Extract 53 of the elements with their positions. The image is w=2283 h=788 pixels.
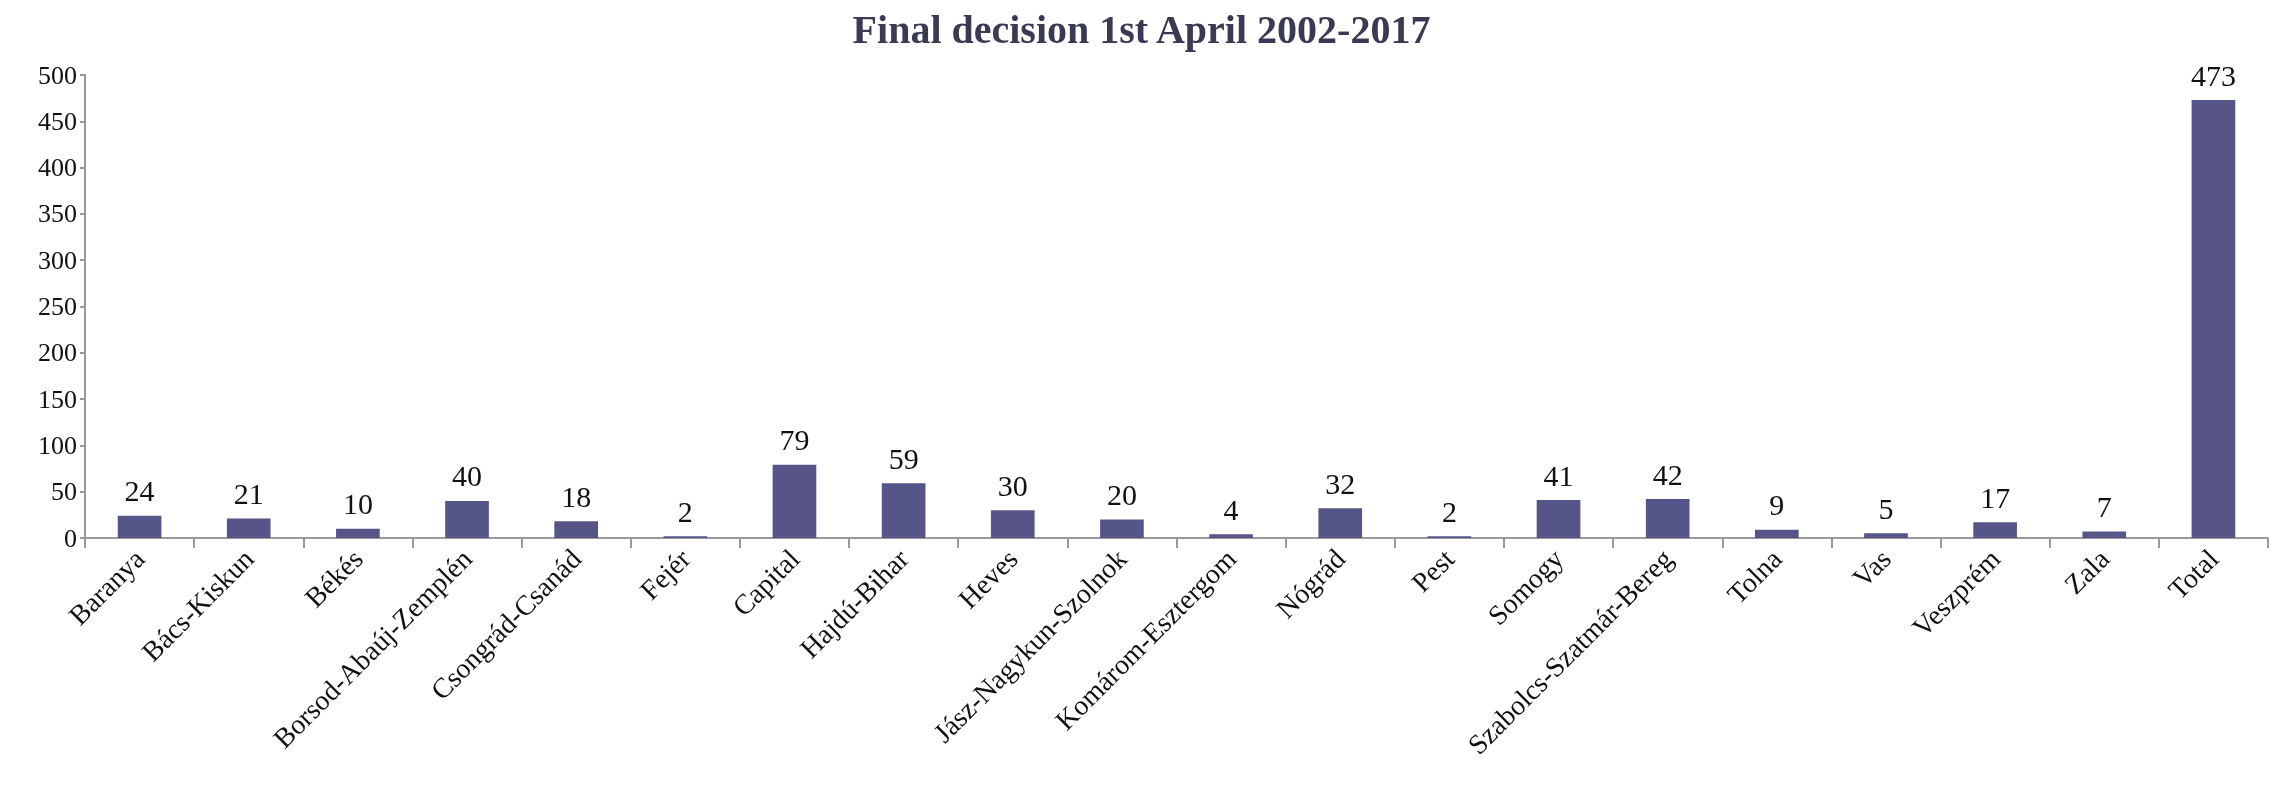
x-tick-label: Pest	[1405, 542, 1461, 598]
y-tick-label: 250	[38, 292, 77, 321]
data-label: 2	[677, 494, 693, 528]
data-label: 2	[1441, 494, 1457, 528]
y-tick-label: 0	[64, 523, 77, 553]
data-label: 9	[1769, 488, 1785, 522]
y-tick-label: 350	[38, 199, 77, 229]
data-label: 30	[997, 468, 1028, 502]
data-label: 42	[1652, 457, 1683, 491]
bar	[990, 510, 1035, 538]
bar	[881, 483, 926, 538]
data-label: 21	[233, 477, 264, 511]
data-label: 18	[561, 479, 592, 513]
y-tick-label: 100	[38, 430, 77, 460]
bar	[336, 528, 380, 538]
bar	[226, 518, 271, 538]
data-label: 20	[1106, 477, 1137, 511]
y-tick-label: 200	[38, 338, 77, 368]
data-label: 24	[124, 474, 155, 508]
bar	[1755, 529, 1799, 538]
data-label: 32	[1325, 466, 1356, 500]
chart-title: Final decision 1st April 2002-2017	[852, 6, 1431, 52]
data-label: 7	[2096, 490, 2112, 524]
data-label: 79	[779, 423, 810, 457]
data-label: 10	[342, 487, 373, 521]
y-tick-label: 150	[38, 384, 77, 414]
bar	[1645, 499, 1690, 538]
data-label: 4	[1223, 492, 1239, 526]
bar	[1100, 519, 1144, 538]
bar	[1318, 508, 1363, 538]
bar	[117, 515, 162, 538]
bar	[1864, 533, 1908, 538]
y-tick-label: 450	[38, 106, 77, 136]
data-label: 5	[1878, 491, 1894, 525]
bar	[1973, 522, 2017, 538]
bar	[2082, 531, 2127, 538]
bar	[1209, 534, 1253, 538]
data-label: 17	[1980, 480, 2011, 514]
data-label: 40	[452, 459, 483, 493]
bar	[445, 500, 489, 538]
bar	[772, 464, 817, 538]
x-tick-label: Zala	[2058, 542, 2116, 601]
y-tick-label: 500	[38, 60, 77, 90]
bar	[554, 521, 599, 538]
y-tick-label: 400	[38, 153, 77, 183]
bar	[1536, 500, 1581, 538]
x-tick-label: Vas	[1846, 543, 1897, 594]
data-label: 473	[2190, 58, 2236, 92]
y-tick-label: 50	[51, 477, 77, 507]
y-tick-label: 300	[38, 245, 77, 275]
data-label: 41	[1543, 458, 1574, 492]
bar	[2191, 100, 2236, 538]
data-label: 59	[888, 441, 919, 475]
